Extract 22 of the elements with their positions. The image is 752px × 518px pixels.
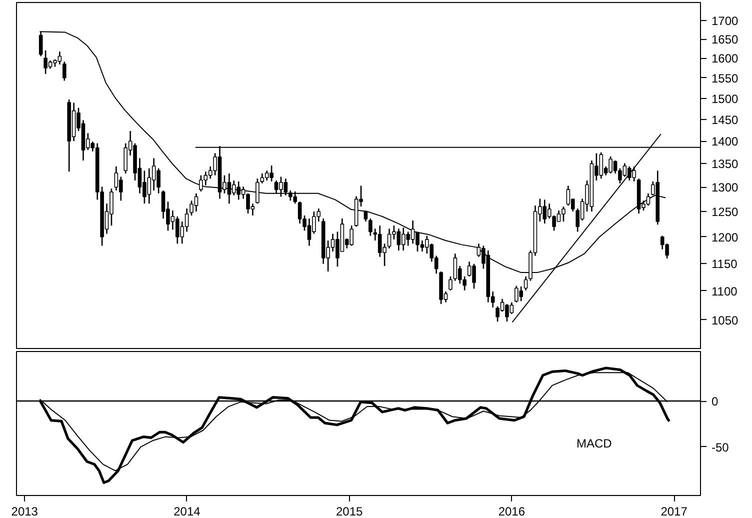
y-tick-label: -50 xyxy=(712,440,730,454)
y-tick-label: 1400 xyxy=(712,134,739,149)
x-tick-label: 2014 xyxy=(174,504,201,518)
y-tick-label: 0 xyxy=(712,394,718,409)
y-tick-label: 1100 xyxy=(712,284,738,298)
x-tick-label: 2017 xyxy=(660,504,688,518)
y-tick-label: 1550 xyxy=(712,71,739,86)
x-tick-label: 2013 xyxy=(11,504,38,518)
y-tick-label: 1250 xyxy=(712,205,739,220)
y-tick-label: 1650 xyxy=(712,32,739,47)
y-tick-label: 1700 xyxy=(712,14,739,28)
y-tick-label: 1350 xyxy=(712,157,739,172)
x-tick-label: 2016 xyxy=(498,504,526,518)
y-tick-label: 1450 xyxy=(712,112,739,127)
x-tick-label: 2015 xyxy=(336,504,363,518)
y-tick-label: 1600 xyxy=(712,52,739,66)
annotation: MACD xyxy=(576,436,612,450)
y-tick-label: 1150 xyxy=(712,256,738,271)
y-tick-label: 1050 xyxy=(712,313,739,328)
y-tick-label: 1500 xyxy=(712,92,739,106)
y-tick-label: 1300 xyxy=(712,180,739,195)
y-tick-label: 1200 xyxy=(712,230,739,244)
